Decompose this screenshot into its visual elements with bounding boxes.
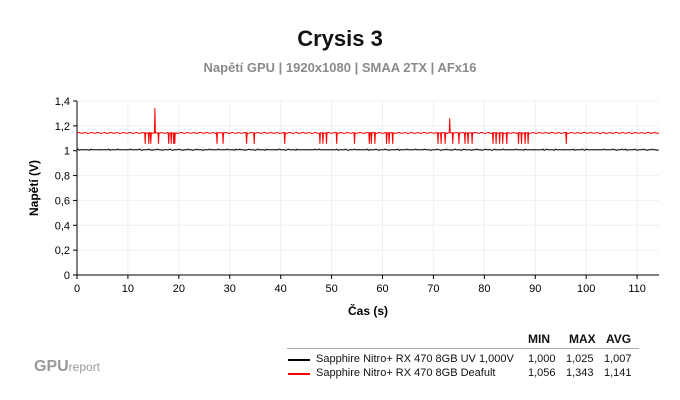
legend-label: Sapphire Nitro+ RX 470 8GB UV 1,000V [316,353,514,365]
header-min: MIN [528,332,550,346]
y-tick-label: 0 [64,270,70,282]
x-tick-label: 70 [427,283,439,295]
legend-label: Sapphire Nitro+ RX 470 8GB Deafult [316,367,496,379]
x-tick-label: 0 [74,283,80,295]
stat-max: 1,343 [566,367,594,379]
legend-swatch [288,373,310,375]
series-line-default [76,108,660,144]
y-tick-label: 1,4 [55,96,70,108]
x-tick-label: 50 [325,283,337,295]
header-max: MAX [569,332,596,346]
y-tick-label: 0,4 [55,220,70,232]
x-tick-label: 40 [275,283,287,295]
y-tick-label: 1 [64,146,70,158]
y-tick-label: 0,6 [55,195,70,207]
x-axis-label: Čas (s) [348,303,388,318]
header-avg: AVG [606,332,632,346]
stat-avg: 1,141 [604,367,632,379]
x-tick-label: 60 [376,283,388,295]
x-tick-label: 80 [478,283,490,295]
legend-swatch [288,359,310,361]
x-tick-label: 100 [577,283,595,295]
stat-max: 1,025 [566,353,594,365]
x-tick-label: 110 [628,283,646,295]
x-tick-label: 20 [173,283,185,295]
x-tick-label: 10 [122,283,134,295]
x-tick-label: 90 [529,283,541,295]
chart-title: Crysis 3 [297,26,383,51]
chart-subtitle: Napětí GPU | 1920x1080 | SMAA 2TX | AFx1… [203,60,477,75]
legend-divider [287,348,639,349]
stat-min: 1,000 [528,353,556,365]
y-tick-label: 1,2 [55,121,70,133]
y-tick-label: 0,2 [55,245,70,257]
x-tick-label: 30 [224,283,236,295]
stat-avg: 1,007 [604,353,632,365]
stat-min: 1,056 [528,367,556,379]
series-line-uv [76,148,659,151]
gpureport-logo: GPUreport [34,358,101,375]
y-axis-label: Napětí (V) [27,160,41,216]
y-tick-label: 0,8 [55,171,70,183]
